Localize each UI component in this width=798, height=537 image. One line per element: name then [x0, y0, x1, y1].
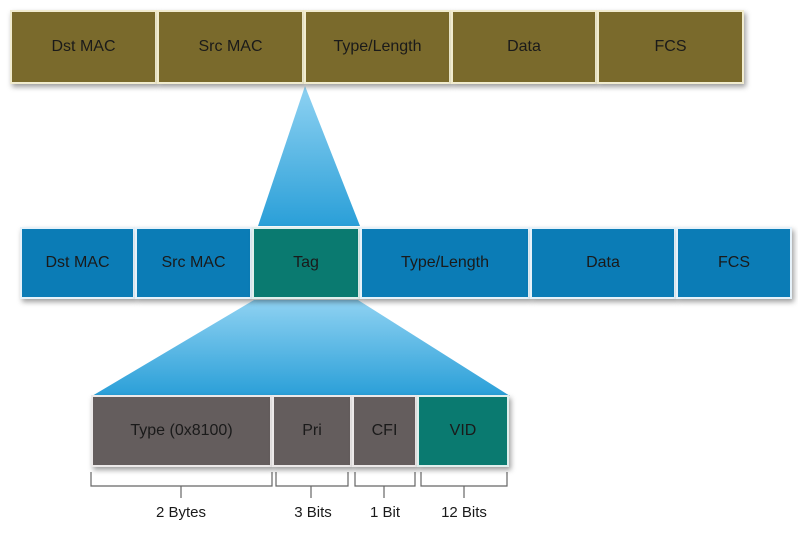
bracket-cfi [354, 472, 416, 498]
frame-field-src-mac: Src MAC [157, 10, 304, 84]
tag-field-cfi: CFI [352, 395, 417, 467]
tagged-field-type-length: Type/Length [360, 227, 530, 299]
tagged-field-fcs: FCS [676, 227, 792, 299]
size-label-pri: 3 Bits [294, 504, 332, 521]
tag-field-type: Type (0x8100) [91, 395, 272, 467]
tag-expansion-callout [92, 300, 510, 396]
size-label-type: 2 Bytes [155, 504, 207, 521]
bracket-pri [275, 472, 349, 498]
tagged-field-data: Data [530, 227, 676, 299]
tag-insertion-callout [258, 86, 360, 226]
size-label-cfi: 1 Bit [369, 504, 401, 521]
bracket-vid [420, 472, 508, 498]
tagged-field-src-mac: Src MAC [135, 227, 252, 299]
frame-field-type-length: Type/Length [304, 10, 451, 84]
tag-field-pri: Pri [272, 395, 352, 467]
tagged-field-dst-mac: Dst MAC [20, 227, 135, 299]
frame-field-fcs: FCS [597, 10, 744, 84]
bracket-type [90, 472, 273, 498]
size-label-vid: 12 Bits [441, 504, 487, 521]
tag-field-vid: VID [417, 395, 509, 467]
frame-field-data: Data [451, 10, 597, 84]
tagged-field-tag: Tag [252, 227, 360, 299]
size-brackets [90, 472, 508, 498]
frame-field-dst-mac: Dst MAC [10, 10, 157, 84]
